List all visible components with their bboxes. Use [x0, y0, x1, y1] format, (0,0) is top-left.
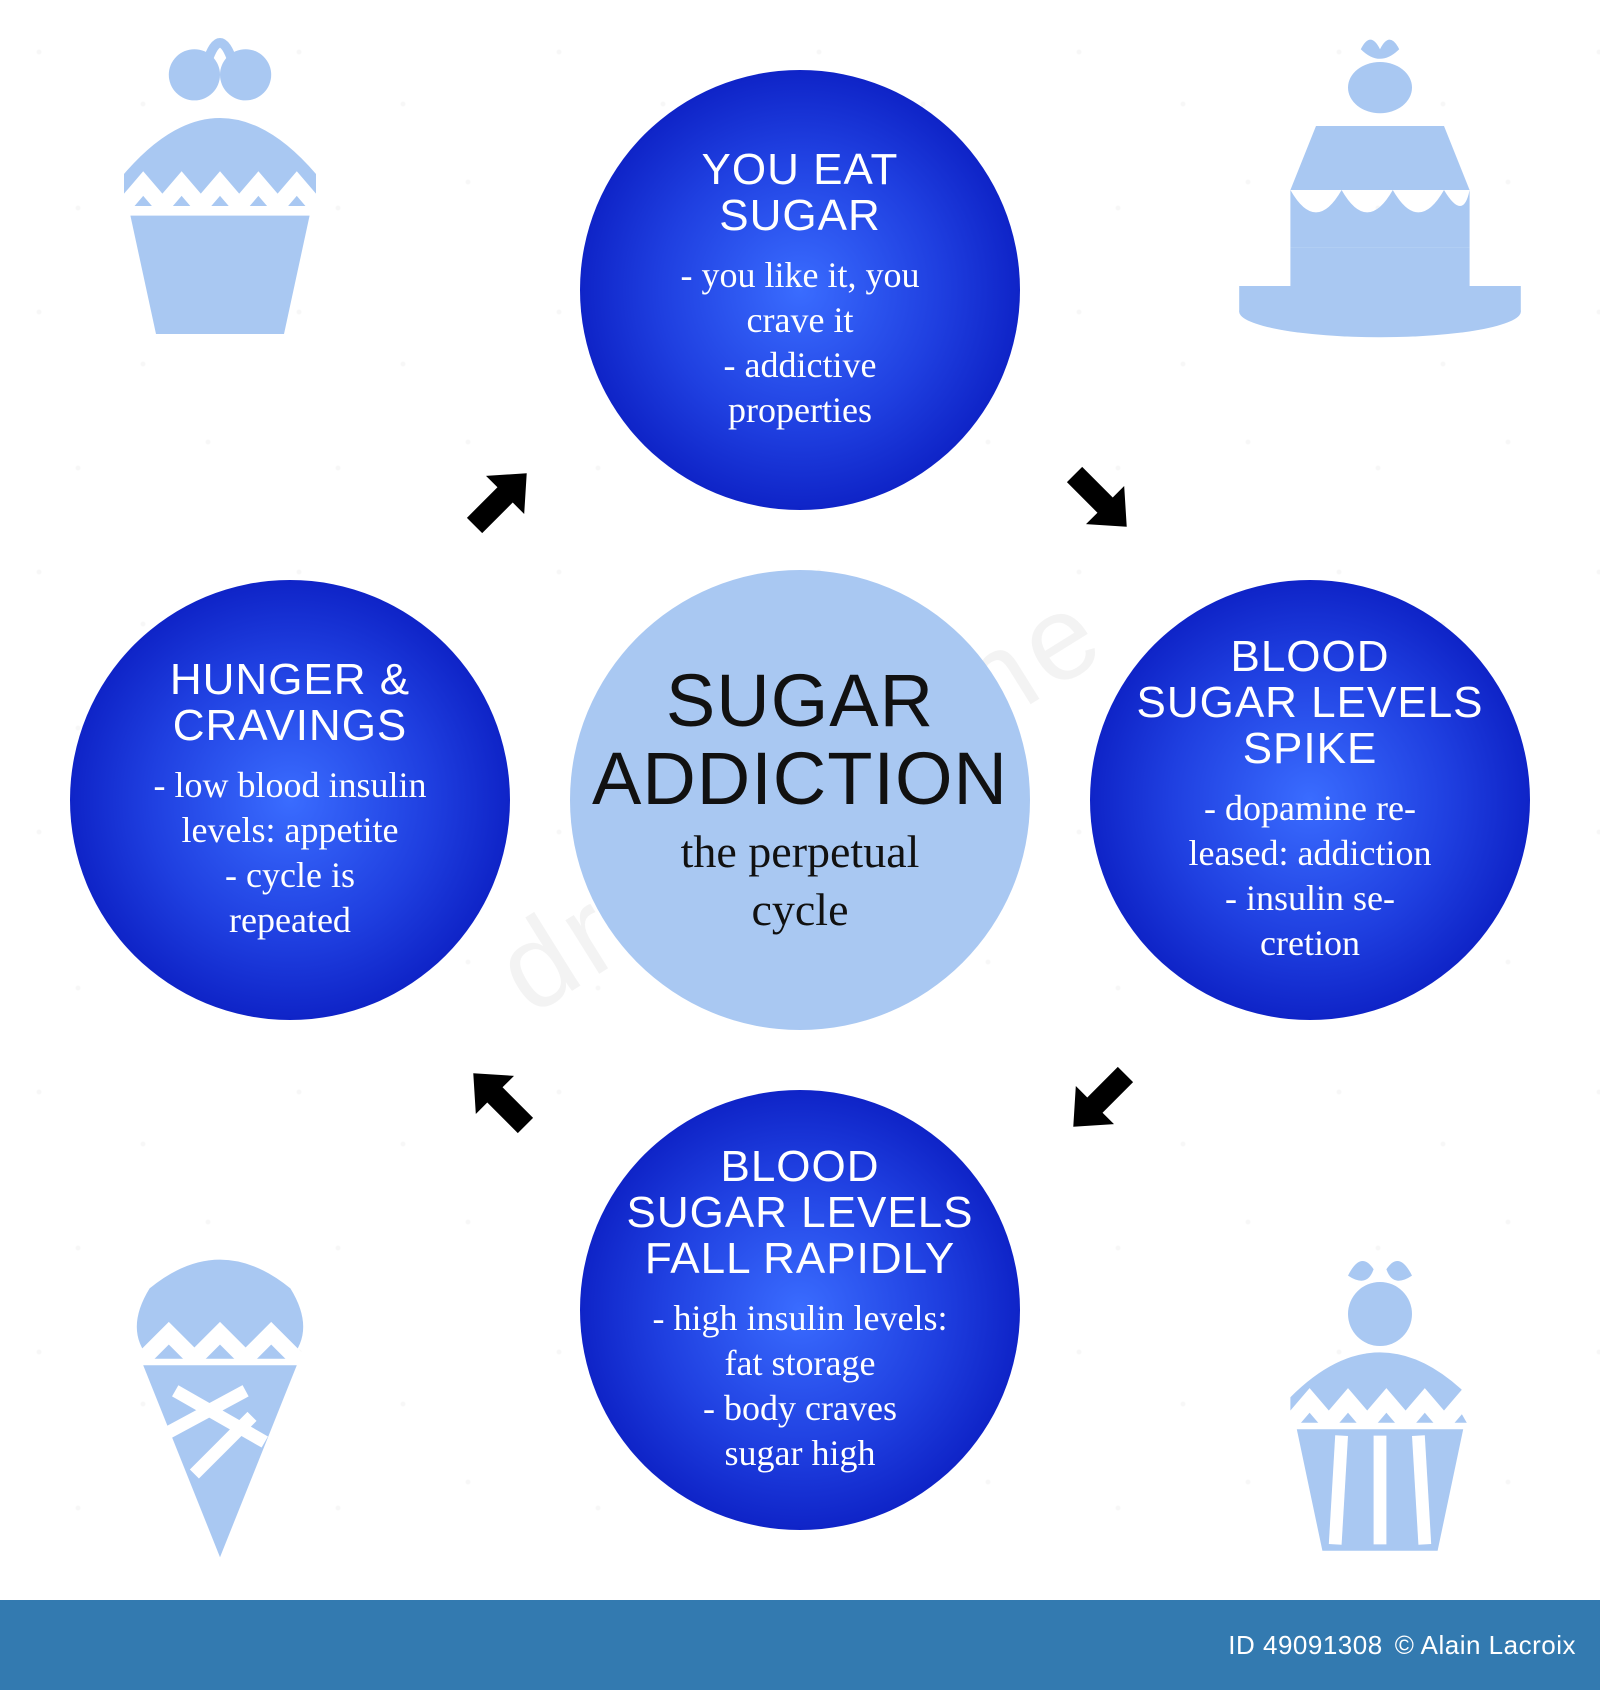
node-top-title: YOU EAT SUGAR	[702, 147, 899, 239]
arrow-bottom-left	[436, 1036, 563, 1163]
node-right: BLOOD SUGAR LEVELS SPIKE - dopamine re- …	[1090, 580, 1530, 1020]
cake-slice-icon	[1220, 30, 1540, 350]
footer-bar: ID 49091308 © Alain Lacroix	[0, 1600, 1600, 1690]
center-title: SUGAR ADDICTION	[592, 662, 1008, 817]
cupcake-fruit-icon	[1220, 1250, 1540, 1570]
node-right-body: - dopamine re- leased: addiction - insul…	[1189, 786, 1432, 966]
node-top-body: - you like it, you crave it - addictive …	[681, 253, 920, 433]
node-left-body: - low blood insulin levels: appetite - c…	[153, 763, 426, 943]
cupcake-cherry-icon	[60, 30, 380, 350]
node-right-title: BLOOD SUGAR LEVELS SPIKE	[1136, 634, 1483, 773]
arrow-right-bottom	[1036, 1036, 1163, 1163]
center-subtitle: the perpetual cycle	[681, 823, 920, 938]
arrow-top-right	[1036, 436, 1163, 563]
node-bottom-title: BLOOD SUGAR LEVELS FALL RAPIDLY	[626, 1144, 973, 1283]
node-bottom-body: - high insulin levels: fat storage - bod…	[653, 1296, 948, 1476]
footer-id: ID 49091308	[1228, 1630, 1382, 1661]
node-top: YOU EAT SUGAR - you like it, you crave i…	[580, 70, 1020, 510]
node-left-title: HUNGER & CRAVINGS	[170, 657, 410, 749]
node-bottom: BLOOD SUGAR LEVELS FALL RAPIDLY - high i…	[580, 1090, 1020, 1530]
diagram-canvas: dreamstime	[0, 0, 1600, 1600]
footer-copyright: © Alain Lacroix	[1395, 1630, 1576, 1661]
ice-cream-cone-icon	[60, 1250, 380, 1570]
arrow-left-top	[436, 436, 563, 563]
node-left: HUNGER & CRAVINGS - low blood insulin le…	[70, 580, 510, 1020]
center-node: SUGAR ADDICTION the perpetual cycle	[570, 570, 1030, 1030]
